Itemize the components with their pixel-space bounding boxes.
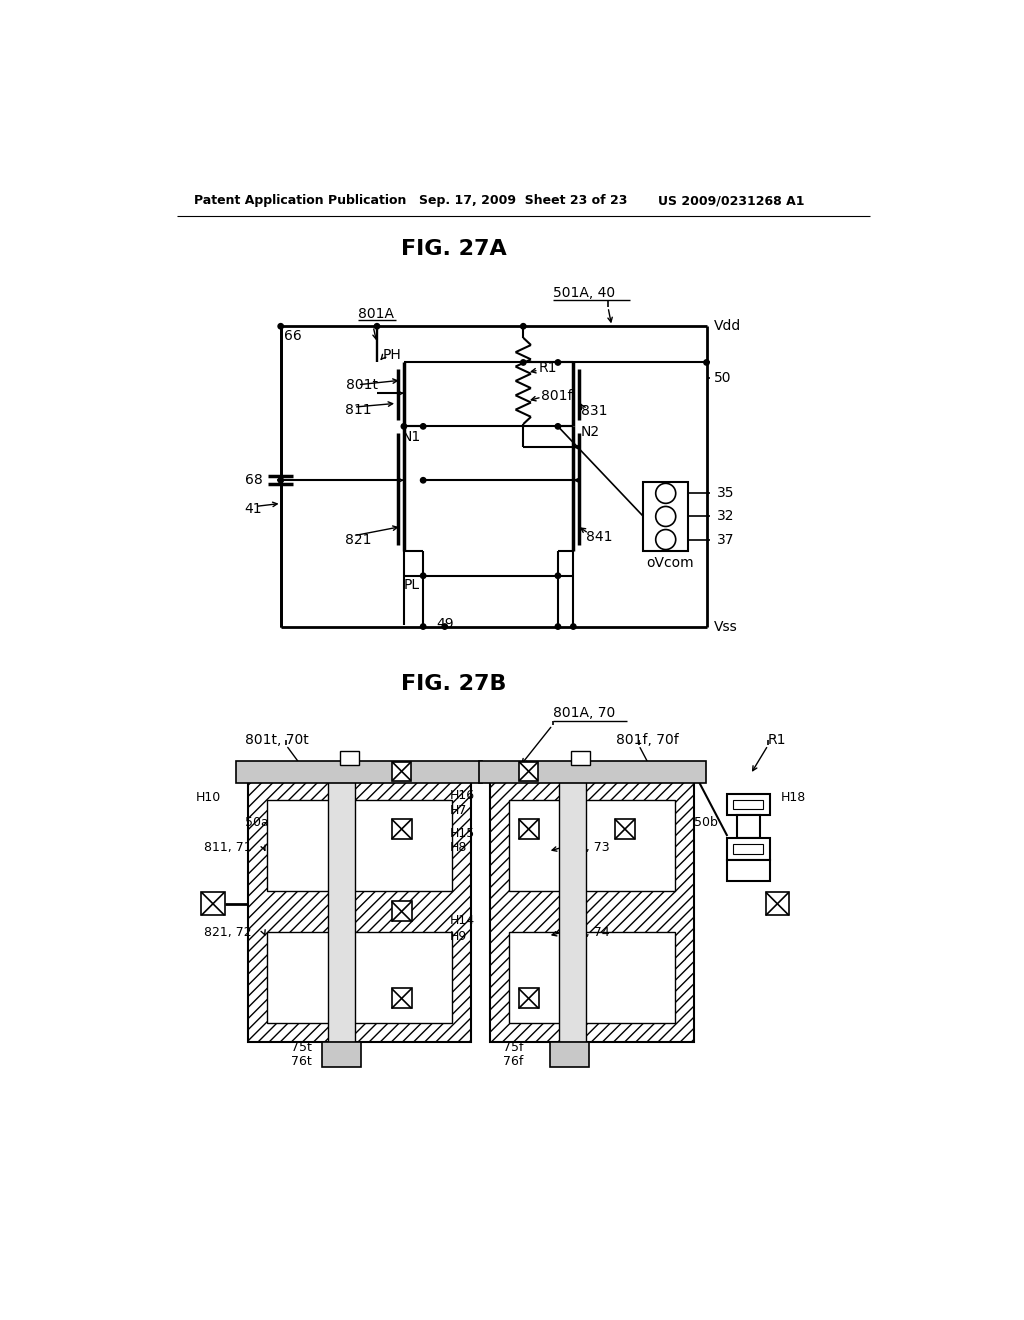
Circle shape — [401, 424, 407, 429]
Text: H15: H15 — [451, 828, 475, 841]
Circle shape — [703, 360, 710, 366]
Bar — [614, 818, 635, 840]
Circle shape — [555, 624, 560, 630]
Text: 801f, 70f: 801f, 70f — [615, 733, 679, 747]
Bar — [267, 932, 452, 1023]
Text: oVcom: oVcom — [646, 556, 694, 570]
Bar — [733, 800, 763, 809]
Text: 801t: 801t — [346, 378, 378, 392]
Text: H7: H7 — [451, 804, 468, 817]
Bar — [248, 780, 471, 1043]
Bar — [727, 838, 770, 859]
Text: 49: 49 — [436, 616, 454, 631]
Text: 811, 71: 811, 71 — [204, 841, 251, 854]
Text: FIG. 27B: FIG. 27B — [401, 673, 507, 693]
Bar — [550, 1043, 589, 1067]
Circle shape — [520, 360, 526, 366]
Circle shape — [570, 624, 577, 630]
Bar — [736, 816, 760, 838]
Bar — [509, 800, 675, 891]
Bar — [559, 780, 587, 1043]
Circle shape — [278, 478, 284, 483]
Bar — [571, 751, 590, 766]
Bar — [518, 989, 539, 1008]
Text: PL: PL — [403, 578, 420, 591]
Bar — [202, 892, 224, 915]
Text: H9: H9 — [451, 929, 467, 942]
Bar — [392, 762, 411, 780]
Circle shape — [421, 478, 426, 483]
Text: 41: 41 — [245, 502, 262, 516]
Text: 831, 73: 831, 73 — [562, 841, 609, 854]
Text: 37: 37 — [717, 532, 735, 546]
Text: 76t: 76t — [291, 1055, 312, 1068]
Text: Patent Application Publication: Patent Application Publication — [195, 194, 407, 207]
Bar — [391, 818, 412, 840]
Text: Vss: Vss — [714, 619, 738, 634]
Text: 50b: 50b — [694, 816, 718, 829]
Text: 32: 32 — [717, 510, 735, 524]
Bar — [727, 793, 770, 816]
Text: 75t: 75t — [291, 1041, 312, 1055]
Text: Sep. 17, 2009  Sheet 23 of 23: Sep. 17, 2009 Sheet 23 of 23 — [419, 194, 628, 207]
Bar — [478, 762, 706, 783]
Bar — [727, 859, 770, 882]
Circle shape — [421, 624, 426, 630]
Bar — [643, 482, 688, 552]
Circle shape — [421, 573, 426, 578]
Text: H10: H10 — [196, 791, 221, 804]
Circle shape — [555, 424, 560, 429]
Text: US 2009/0231268 A1: US 2009/0231268 A1 — [658, 194, 805, 207]
Bar — [518, 818, 539, 840]
Bar — [340, 751, 359, 766]
Text: 811: 811 — [345, 403, 372, 417]
Text: 76f: 76f — [503, 1055, 523, 1068]
Bar — [237, 762, 482, 783]
Text: FIG. 27A: FIG. 27A — [401, 239, 507, 259]
Circle shape — [520, 323, 526, 329]
Text: H14: H14 — [451, 915, 475, 927]
Bar — [391, 902, 412, 921]
Text: N2: N2 — [581, 425, 600, 438]
Bar — [391, 989, 412, 1008]
Bar — [733, 845, 763, 854]
Bar — [490, 780, 694, 1043]
Text: 50: 50 — [714, 371, 732, 385]
Text: PH: PH — [383, 347, 401, 362]
Text: 841, 74: 841, 74 — [562, 925, 609, 939]
Circle shape — [555, 360, 560, 366]
Text: H8: H8 — [451, 841, 468, 854]
Circle shape — [555, 573, 560, 578]
Bar — [766, 892, 788, 915]
Bar — [329, 780, 355, 1043]
Text: 821: 821 — [345, 532, 371, 546]
Text: 821, 72: 821, 72 — [204, 925, 251, 939]
Text: H18: H18 — [781, 791, 807, 804]
Text: 831: 831 — [581, 404, 607, 418]
Text: 50a: 50a — [245, 816, 268, 829]
Text: 801t, 70t: 801t, 70t — [245, 733, 308, 747]
Circle shape — [421, 424, 426, 429]
Text: 801f: 801f — [541, 388, 572, 403]
Text: 801A: 801A — [357, 308, 393, 321]
Circle shape — [278, 323, 284, 329]
Text: 841: 841 — [587, 531, 613, 544]
Text: 501A, 40: 501A, 40 — [553, 286, 614, 300]
Text: 66: 66 — [284, 329, 301, 342]
Text: R1: R1 — [768, 733, 786, 747]
Text: 801A, 70: 801A, 70 — [553, 706, 614, 719]
Bar — [519, 762, 538, 780]
Bar — [509, 932, 675, 1023]
Text: 75f: 75f — [503, 1041, 523, 1055]
Circle shape — [442, 624, 447, 630]
Text: R1: R1 — [539, 360, 557, 375]
Text: N1: N1 — [401, 430, 421, 444]
Bar — [323, 1043, 360, 1067]
Text: Vdd: Vdd — [714, 319, 741, 333]
Text: 35: 35 — [717, 486, 735, 500]
Bar — [267, 800, 452, 891]
Text: 68: 68 — [245, 474, 262, 487]
Text: H16: H16 — [451, 788, 475, 801]
Circle shape — [374, 323, 380, 329]
